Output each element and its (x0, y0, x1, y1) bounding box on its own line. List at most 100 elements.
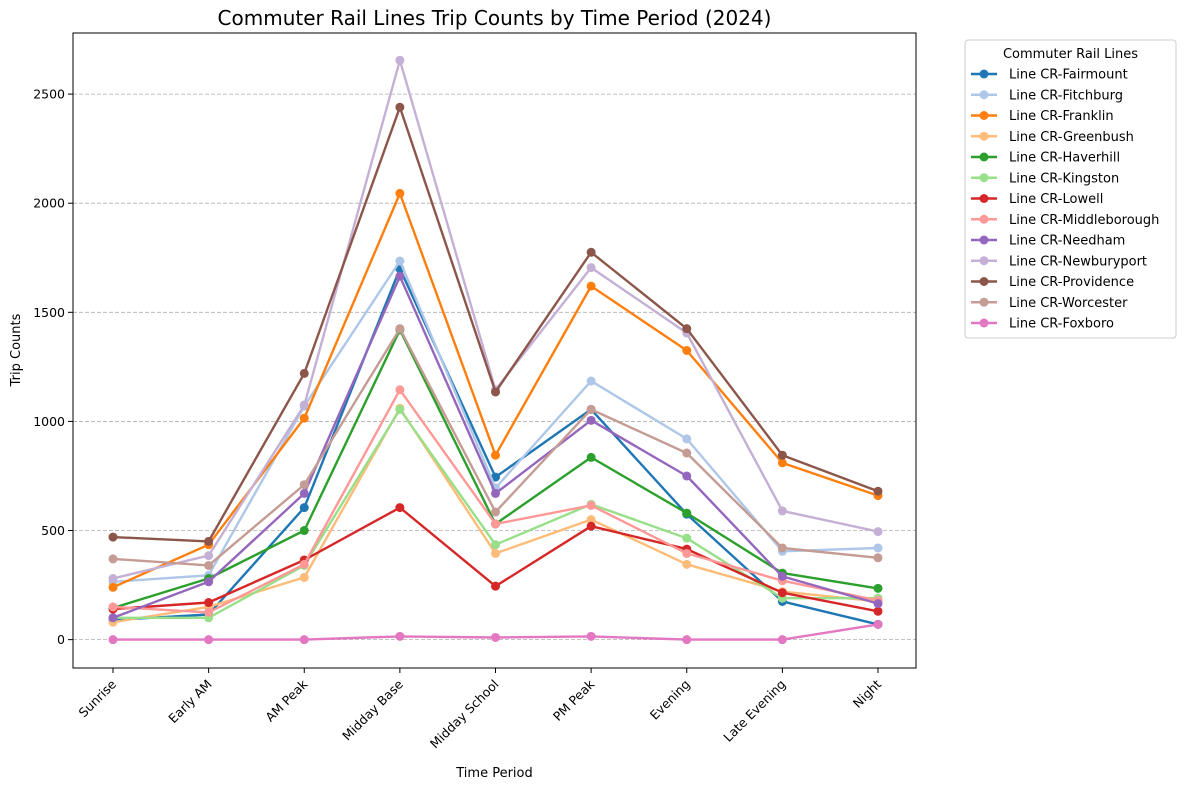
data-point (586, 376, 596, 386)
data-point (108, 532, 118, 542)
data-point (777, 588, 787, 598)
data-point (873, 599, 883, 609)
legend-item-line-cr-franklin: Line CR-Franklin (971, 109, 1114, 124)
legend-label: Line CR-Kingston (1009, 171, 1119, 186)
data-point (108, 613, 118, 623)
legend-label: Line CR-Haverhill (1009, 151, 1120, 166)
data-point (682, 434, 692, 444)
x-axis-label: Time Period (455, 766, 532, 781)
series-line-cr-foxboro (108, 619, 883, 645)
legend-swatch-marker (979, 235, 989, 245)
series-line-cr-providence (108, 102, 883, 546)
legend-swatch-marker (979, 111, 989, 120)
data-point (395, 631, 405, 641)
legend-label: Line CR-Newburyport (1009, 254, 1147, 269)
data-point (395, 102, 405, 112)
legend-label: Line CR-Greenbush (1009, 130, 1134, 145)
data-point (299, 572, 309, 582)
data-point (491, 488, 500, 498)
legend-item-line-cr-needham: Line CR-Needham (971, 234, 1125, 249)
data-point (682, 548, 692, 558)
legend-item-line-cr-fitchburg: Line CR-Fitchburg (971, 88, 1123, 103)
data-point (873, 583, 883, 593)
legend-items: Line CR-Fairmount Line CR-Fitchburg Line C… (971, 68, 1159, 332)
data-point (108, 602, 118, 612)
legend: Commuter Rail Lines Line CR-FairmountLin… (964, 39, 1177, 339)
legend-swatch-marker (979, 69, 989, 79)
y-axis-label: Trip Counts (9, 313, 24, 387)
chart-title: Commuter Rail Lines Trip Counts by Time … (218, 6, 772, 30)
y-tick-label: 0 (57, 632, 65, 647)
legend-label: Line CR-Fitchburg (1009, 88, 1123, 103)
data-point (395, 256, 405, 266)
legend-item-line-cr-foxboro: Line CR-Foxboro (971, 317, 1114, 332)
legend-swatch-marker (979, 152, 989, 162)
legend-item-line-cr-middleborough: Line CR-Middleborough (971, 213, 1159, 228)
data-point (395, 324, 405, 334)
data-point (299, 559, 309, 569)
data-point (586, 631, 596, 641)
data-point (299, 635, 309, 645)
legend-swatch-marker (979, 131, 989, 141)
data-point (586, 404, 596, 414)
legend-item-line-cr-lowell: Line CR-Lowell (971, 192, 1103, 207)
data-point (586, 521, 596, 531)
legend-box (964, 39, 1177, 339)
y-tick-label: 500 (41, 523, 65, 538)
data-point (491, 450, 500, 460)
data-point (777, 506, 787, 516)
legend-label: Line CR-Middleborough (1009, 213, 1159, 228)
data-point (108, 635, 118, 645)
legend-title: Commuter Rail Lines (1003, 47, 1138, 62)
legend-swatch-marker (979, 277, 989, 286)
series-layer (108, 55, 883, 645)
y-tick-label: 1000 (33, 414, 65, 429)
data-point (395, 271, 405, 281)
data-point (586, 281, 596, 291)
data-point (491, 632, 500, 642)
data-point (395, 188, 405, 198)
data-point (586, 415, 596, 425)
data-point (395, 385, 405, 395)
data-point (108, 554, 118, 564)
data-point (873, 543, 883, 553)
y-tick-label: 2500 (33, 87, 65, 102)
legend-swatch-marker (979, 256, 989, 266)
data-point (491, 581, 500, 591)
data-point (586, 500, 596, 510)
data-point (491, 472, 500, 482)
data-point (682, 635, 692, 645)
legend-swatch-marker (979, 297, 989, 307)
y-tick-label: 2000 (33, 196, 65, 211)
legend-swatch-marker (979, 90, 989, 100)
data-point (491, 387, 500, 397)
legend-item-line-cr-greenbush: Line CR-Greenbush (971, 130, 1134, 145)
data-point (586, 452, 596, 462)
data-point (299, 526, 309, 536)
data-point (777, 635, 787, 645)
data-point (873, 606, 883, 616)
data-point (395, 404, 405, 414)
data-point (204, 577, 214, 587)
data-point (586, 247, 596, 257)
data-point (299, 488, 309, 498)
legend-item-line-cr-newburyport: Line CR-Newburyport (971, 254, 1147, 269)
legend-item-line-cr-worcester: Line CR-Worcester (971, 296, 1128, 311)
series-line-cr-needham (108, 271, 883, 623)
data-point (491, 548, 500, 558)
data-point (873, 527, 883, 537)
data-point (873, 619, 883, 629)
data-point (204, 635, 214, 645)
legend-item-line-cr-fairmount: Line CR-Fairmount (971, 68, 1128, 83)
series-line-cr-worcester (108, 324, 883, 570)
data-point (586, 263, 596, 273)
data-point (299, 368, 309, 378)
legend-item-line-cr-haverhill: Line CR-Haverhill (971, 151, 1120, 166)
legend-item-line-cr-kingston: Line CR-Kingston (971, 171, 1119, 186)
legend-label: Line CR-Needham (1009, 234, 1125, 249)
y-tick-label: 1500 (33, 305, 65, 320)
data-point (873, 553, 883, 563)
data-point (395, 503, 405, 513)
data-point (682, 471, 692, 481)
legend-label: Line CR-Franklin (1009, 109, 1114, 124)
